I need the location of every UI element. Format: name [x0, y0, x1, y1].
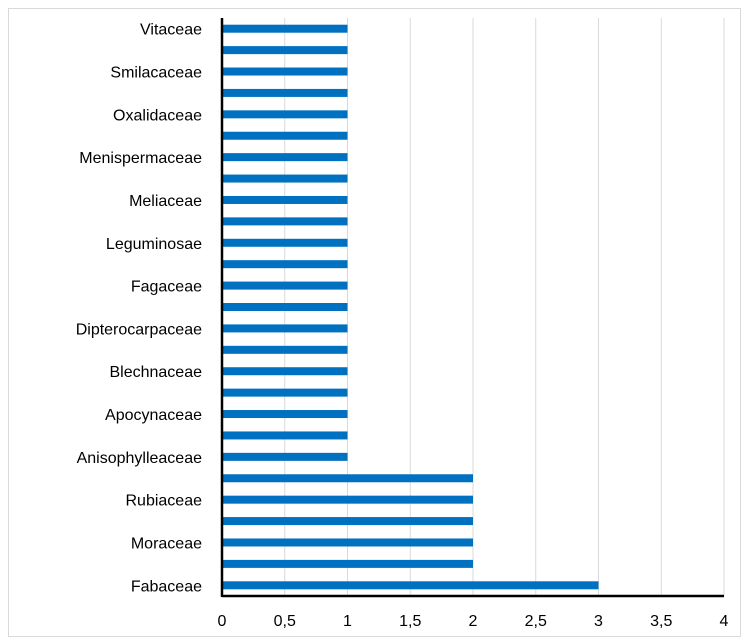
- bar: [222, 238, 348, 247]
- category-label: Moraceae: [131, 535, 202, 552]
- category-label: Rubiaceae: [126, 493, 203, 510]
- bar: [222, 559, 473, 568]
- category-label: Meliaceae: [129, 193, 202, 210]
- bar: [222, 324, 348, 333]
- bar: [222, 303, 348, 311]
- category-labels: Fabaceae Moraceae Rubiaceae Anisophylleacea…: [76, 22, 202, 596]
- category-label: Anisophylleaceae: [77, 450, 203, 467]
- category-label: Blechnaceae: [109, 364, 202, 381]
- category-label: Oxalidaceae: [113, 107, 202, 124]
- bars: [222, 24, 599, 590]
- bar: [222, 495, 473, 504]
- x-tick-label: 1,5: [399, 613, 421, 630]
- bar: [222, 110, 348, 119]
- x-tick-labels: 0 0,5 1 1,5 2 2,5 3 3,5 4: [218, 613, 729, 630]
- bar: [222, 46, 348, 55]
- bar: [222, 452, 348, 461]
- bar: [222, 388, 348, 397]
- chart-border: [8, 8, 741, 637]
- x-tick-label: 3: [594, 613, 603, 630]
- category-label: Menispermaceae: [79, 150, 202, 167]
- bar: [222, 67, 348, 76]
- category-label: Apocynaceae: [105, 407, 202, 424]
- bar: [222, 260, 348, 269]
- category-label: Smilacaceae: [110, 65, 202, 82]
- category-label: Fabaceae: [131, 578, 202, 595]
- bar: [222, 24, 348, 33]
- bar: [222, 88, 348, 97]
- bar: [222, 474, 473, 483]
- bar: [222, 217, 348, 226]
- bar: [222, 581, 599, 590]
- bar: [222, 345, 348, 354]
- x-tick-label: 2: [469, 613, 478, 630]
- bar: [222, 174, 348, 183]
- x-tick-label: 1: [343, 613, 352, 630]
- axes: [220, 18, 724, 598]
- x-tick-label: 2,5: [525, 613, 547, 630]
- x-tick-label: 4: [720, 613, 729, 630]
- bar: [222, 281, 348, 290]
- x-tick-label: 0,5: [274, 613, 296, 630]
- bar: [222, 195, 348, 204]
- gridlines: [284, 18, 725, 596]
- x-tick-label: 0: [218, 613, 227, 630]
- category-label: Dipterocarpaceae: [76, 321, 202, 338]
- bar: [222, 410, 348, 419]
- category-label: Vitaceae: [140, 22, 202, 39]
- bar: [222, 517, 473, 526]
- bar: [222, 153, 348, 162]
- bar: [222, 131, 348, 140]
- bar: [222, 431, 348, 440]
- category-label: Fagaceae: [131, 279, 202, 296]
- bar: [222, 367, 348, 376]
- bar: [222, 538, 473, 547]
- category-label: Leguminosae: [106, 236, 202, 253]
- x-tick-label: 3,5: [650, 613, 672, 630]
